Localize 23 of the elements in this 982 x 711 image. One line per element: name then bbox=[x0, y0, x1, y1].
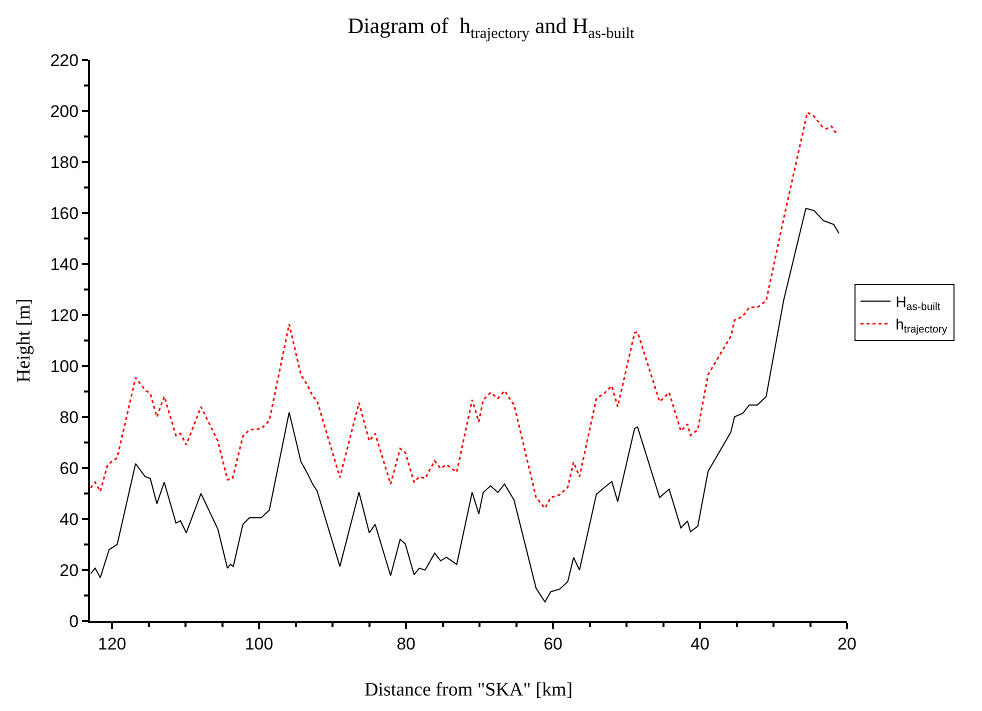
y-tick-label: 0 bbox=[69, 612, 79, 631]
x-tick-label: 80 bbox=[396, 634, 416, 654]
y-tick-label: 200 bbox=[50, 102, 79, 121]
y-tick-label: 100 bbox=[50, 356, 79, 376]
y-tick-label: 40 bbox=[60, 510, 79, 529]
x-tick-label: 40 bbox=[690, 634, 710, 654]
x-tick-label: 100 bbox=[244, 634, 274, 654]
y-tick-label: 220 bbox=[50, 50, 79, 70]
legend-label: H$_{as-built}$ bbox=[896, 294, 940, 314]
y-tick-label: 160 bbox=[50, 204, 79, 223]
x-tick-label: 120 bbox=[98, 634, 126, 654]
y-tick-label: 60 bbox=[60, 458, 79, 478]
x-axis-title: Distance from "SKA" [km] bbox=[364, 680, 573, 701]
legend-label: h$_{trajectory}$ bbox=[896, 316, 948, 336]
x-tick-label: 60 bbox=[544, 634, 562, 654]
y-axis-title: Height [m] bbox=[14, 298, 35, 382]
y-tick-label: 80 bbox=[60, 408, 79, 427]
chart-title: Diagram of h$_{trajectory}$ and H$_{as-built}$ bbox=[348, 13, 636, 42]
x-tick-label: 20 bbox=[838, 634, 856, 654]
y-tick-label: 120 bbox=[50, 306, 79, 325]
y-tick-label: 20 bbox=[60, 560, 79, 580]
y-tick-label: 180 bbox=[50, 152, 79, 172]
y-tick-label: 140 bbox=[50, 254, 79, 274]
